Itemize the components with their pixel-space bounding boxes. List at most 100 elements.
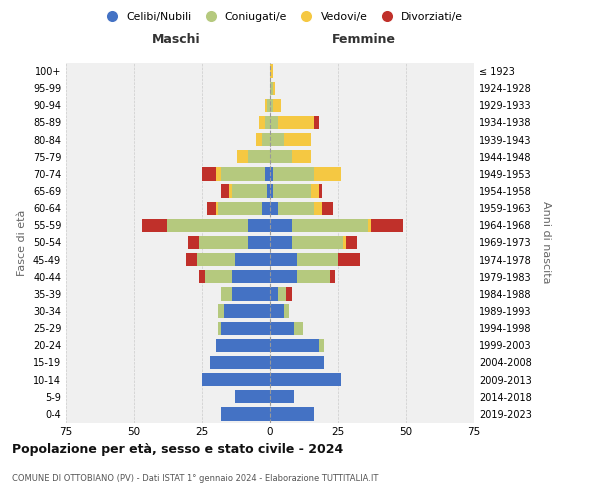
Bar (262, 202, 270, 215)
Bar (248, 150, 270, 164)
Bar (232, 287, 270, 300)
Y-axis label: Anni di nascita: Anni di nascita (541, 201, 551, 284)
Bar (210, 356, 270, 369)
Bar (185, 253, 197, 266)
Bar (270, 373, 341, 386)
Bar (270, 98, 273, 112)
Bar (267, 184, 270, 198)
Bar (259, 116, 265, 129)
Bar (215, 167, 221, 180)
Bar (273, 167, 314, 180)
Bar (273, 82, 275, 95)
Bar (238, 150, 248, 164)
Bar (273, 184, 311, 198)
Bar (270, 218, 292, 232)
Bar (368, 218, 371, 232)
Y-axis label: Fasce di età: Fasce di età (17, 210, 27, 276)
Bar (270, 167, 273, 180)
Bar (270, 116, 278, 129)
Bar (197, 253, 235, 266)
Bar (343, 236, 346, 249)
Bar (221, 184, 229, 198)
Bar (221, 322, 270, 335)
Bar (346, 236, 357, 249)
Bar (371, 218, 403, 232)
Bar (270, 287, 278, 300)
Bar (292, 236, 343, 249)
Bar (311, 184, 319, 198)
Bar (248, 218, 270, 232)
Bar (142, 218, 167, 232)
Bar (265, 167, 270, 180)
Bar (292, 218, 368, 232)
Text: Femmine: Femmine (332, 34, 396, 46)
Bar (270, 202, 278, 215)
Bar (218, 322, 221, 335)
Legend: Celibi/Nubili, Coniugati/e, Vedovi/e, Divorziati/e: Celibi/Nubili, Coniugati/e, Vedovi/e, Di… (97, 8, 467, 26)
Bar (235, 390, 270, 404)
Bar (278, 116, 314, 129)
Bar (215, 202, 218, 215)
Bar (265, 116, 270, 129)
Bar (232, 184, 267, 198)
Bar (270, 390, 295, 404)
Bar (202, 167, 215, 180)
Bar (338, 253, 360, 266)
Bar (215, 338, 270, 352)
Bar (248, 236, 270, 249)
Text: Popolazione per età, sesso e stato civile - 2024: Popolazione per età, sesso e stato civil… (12, 442, 343, 456)
Bar (205, 270, 232, 283)
Bar (270, 304, 284, 318)
Bar (278, 202, 314, 215)
Bar (314, 167, 341, 180)
Bar (273, 98, 281, 112)
Bar (270, 407, 314, 420)
Bar (284, 133, 311, 146)
Bar (218, 202, 262, 215)
Bar (232, 270, 270, 283)
Bar (221, 287, 232, 300)
Bar (330, 270, 335, 283)
Bar (270, 356, 325, 369)
Bar (319, 338, 325, 352)
Bar (188, 236, 199, 249)
Bar (208, 202, 215, 215)
Bar (270, 253, 297, 266)
Bar (224, 304, 270, 318)
Bar (270, 133, 284, 146)
Bar (218, 304, 224, 318)
Bar (270, 64, 273, 78)
Bar (297, 270, 330, 283)
Text: Maschi: Maschi (152, 34, 200, 46)
Bar (319, 184, 322, 198)
Bar (221, 407, 270, 420)
Bar (278, 287, 286, 300)
Bar (229, 184, 232, 198)
Bar (235, 253, 270, 266)
Bar (284, 304, 289, 318)
Bar (267, 98, 270, 112)
Bar (270, 338, 319, 352)
Bar (221, 167, 265, 180)
Bar (292, 150, 311, 164)
Bar (199, 270, 205, 283)
Text: COMUNE DI OTTOBIANO (PV) - Dati ISTAT 1° gennaio 2024 - Elaborazione TUTTITALIA.: COMUNE DI OTTOBIANO (PV) - Dati ISTAT 1°… (12, 474, 379, 483)
Bar (270, 322, 295, 335)
Bar (262, 133, 270, 146)
Bar (322, 202, 332, 215)
Bar (314, 202, 322, 215)
Bar (270, 150, 292, 164)
Bar (256, 133, 262, 146)
Bar (270, 82, 273, 95)
Bar (314, 116, 319, 129)
Bar (270, 236, 292, 249)
Bar (202, 373, 270, 386)
Bar (167, 218, 248, 232)
Bar (199, 236, 248, 249)
Bar (295, 322, 302, 335)
Bar (286, 287, 292, 300)
Bar (297, 253, 338, 266)
Bar (265, 98, 267, 112)
Bar (270, 184, 273, 198)
Bar (270, 270, 297, 283)
